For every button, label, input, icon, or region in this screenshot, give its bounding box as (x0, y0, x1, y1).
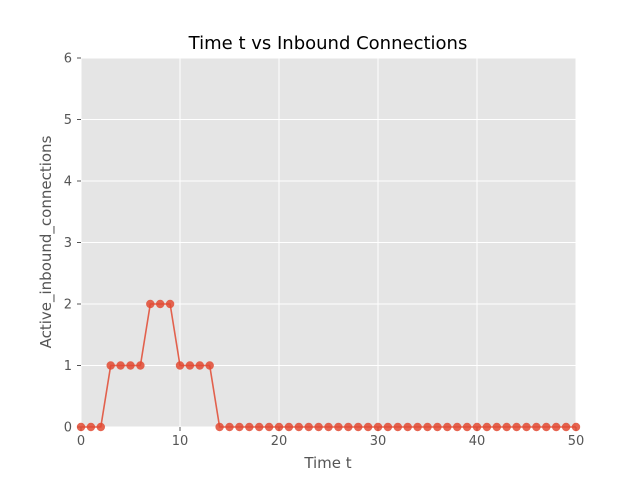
data-point (571, 422, 581, 432)
data-point (136, 361, 145, 370)
chart-title: Time t vs Inbound Connections (188, 33, 468, 54)
data-point (245, 422, 254, 432)
series-layer (76, 299, 581, 432)
data-point (185, 361, 195, 370)
data-point (165, 299, 175, 309)
data-point (443, 422, 452, 432)
data-point (522, 422, 531, 432)
x-tick-label: 20 (271, 434, 288, 449)
data-point (542, 422, 551, 432)
data-point (294, 422, 303, 432)
data-point (423, 422, 432, 432)
x-tick-label: 0 (77, 434, 85, 449)
y-axis-label: Active_inbound_connections (37, 135, 56, 348)
data-point (383, 422, 393, 432)
data-point (492, 422, 501, 432)
data-point (324, 422, 333, 432)
y-tick-label: 1 (64, 359, 72, 374)
x-tick-label: 30 (370, 434, 387, 449)
data-point (512, 422, 521, 432)
data-point (532, 422, 541, 432)
y-tick-label: 3 (64, 236, 72, 251)
data-point (433, 422, 442, 432)
data-point (334, 422, 343, 432)
data-point (116, 361, 125, 370)
y-tick-label: 5 (64, 113, 72, 128)
x-tick-label: 10 (172, 434, 189, 449)
data-point (393, 422, 402, 432)
data-point (344, 422, 353, 432)
data-point (264, 422, 274, 432)
data-point (225, 422, 234, 432)
data-point (205, 361, 214, 370)
data-point (561, 422, 571, 432)
data-point (274, 422, 284, 432)
data-point (284, 422, 294, 432)
data-point (472, 422, 482, 432)
y-tick-label: 0 (64, 421, 72, 436)
data-point (195, 361, 204, 370)
data-point (354, 422, 363, 432)
data-point (363, 422, 373, 432)
x-tick-label: 40 (469, 434, 486, 449)
data-point (462, 422, 472, 432)
x-axis-label: Time t (303, 454, 351, 472)
data-point (552, 422, 561, 432)
data-point (255, 422, 264, 432)
data-point (96, 422, 106, 432)
data-point (403, 422, 412, 432)
data-point (156, 299, 165, 309)
x-tick-label: 50 (568, 434, 585, 449)
data-point (453, 422, 462, 432)
data-point (146, 299, 155, 309)
data-point (482, 422, 492, 432)
data-point (304, 422, 313, 432)
data-point (215, 422, 224, 432)
data-point (76, 422, 86, 432)
data-point (106, 361, 115, 370)
y-tick-label: 2 (64, 298, 72, 313)
data-point (86, 422, 96, 432)
y-tick-label: 6 (64, 52, 72, 67)
data-point (314, 422, 323, 432)
data-point (413, 422, 422, 432)
data-point (373, 422, 383, 432)
data-point (235, 422, 244, 432)
data-point (502, 422, 511, 432)
data-point (126, 361, 135, 370)
y-tick-label: 4 (64, 175, 72, 190)
data-point (175, 361, 185, 370)
